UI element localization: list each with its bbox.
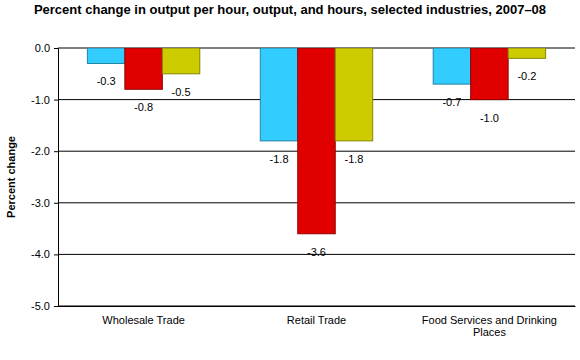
tick-mark xyxy=(54,48,58,49)
bar xyxy=(87,48,124,63)
tick: -2.0 xyxy=(31,145,58,157)
tick: Food Services and DrinkingPlaces xyxy=(422,306,557,338)
data-label: -0.8 xyxy=(134,101,153,113)
y-axis: -5.0 -4.0 -3.0 -2.0 -1.0 0.0 xyxy=(31,42,58,312)
text-line: Wholesale Trade xyxy=(102,314,185,326)
bar xyxy=(162,48,199,74)
tick-mark xyxy=(54,151,58,152)
tick-label: Food Services and DrinkingPlaces xyxy=(422,314,557,339)
grid xyxy=(58,48,575,306)
bar xyxy=(433,48,470,84)
data-label: -1.0 xyxy=(480,112,499,124)
text-line: Percent change in output per hour, outpu… xyxy=(34,2,546,17)
bar xyxy=(471,48,508,100)
text-line: Places xyxy=(473,326,507,338)
tick-label: Wholesale Trade xyxy=(102,314,185,326)
tick-label: -3.0 xyxy=(31,197,50,209)
data-label: -3.6 xyxy=(307,246,326,258)
bar xyxy=(298,48,335,234)
tick: Wholesale Trade xyxy=(102,306,185,326)
grid-line xyxy=(58,306,575,307)
text-line: Retail Trade xyxy=(287,314,346,326)
bar xyxy=(260,48,297,141)
data-label: -0.7 xyxy=(442,96,461,108)
bar xyxy=(125,48,162,89)
data-label: -0.2 xyxy=(517,70,536,82)
tick: -3.0 xyxy=(31,197,58,209)
x-axis: Wholesale Trade Retail Trade Food Services… xyxy=(59,306,576,338)
tick-label: -2.0 xyxy=(31,145,50,157)
bars xyxy=(87,48,545,234)
title: Percent change in output per hour, outpu… xyxy=(34,2,546,17)
data-labels: -0.3 -1.8 -0.7 -0.8 -3.6 -1.0 -0.5 -1.8 -0.2 xyxy=(97,70,537,257)
tick: Retail Trade xyxy=(287,306,346,326)
tick-label: -4.0 xyxy=(31,248,50,260)
text-line: Food Services and Drinking xyxy=(422,314,557,326)
axis-line xyxy=(59,306,576,307)
y-axis-title: Percent change xyxy=(5,136,17,218)
tick-label: 0.0 xyxy=(35,42,50,54)
tick: -5.0 xyxy=(31,300,58,312)
data-label: -1.8 xyxy=(344,153,363,165)
tick-mark xyxy=(54,100,58,101)
tick: -1.0 xyxy=(31,94,58,106)
tick-mark xyxy=(54,306,58,307)
tick-mark xyxy=(54,254,58,255)
tick-label: Retail Trade xyxy=(287,314,346,326)
data-label: -0.3 xyxy=(97,75,116,87)
data-label: -1.8 xyxy=(270,153,289,165)
tick-label: -1.0 xyxy=(31,94,50,106)
bar xyxy=(508,48,545,58)
axis-line xyxy=(54,49,59,307)
chart: Percent change in output per hour, outpu… xyxy=(0,0,580,360)
data-label: -0.5 xyxy=(172,86,191,98)
bar xyxy=(335,48,372,141)
tick-mark xyxy=(54,203,58,204)
tick: -4.0 xyxy=(31,248,58,260)
tick: 0.0 xyxy=(35,42,58,54)
tick-label: -5.0 xyxy=(31,300,50,312)
